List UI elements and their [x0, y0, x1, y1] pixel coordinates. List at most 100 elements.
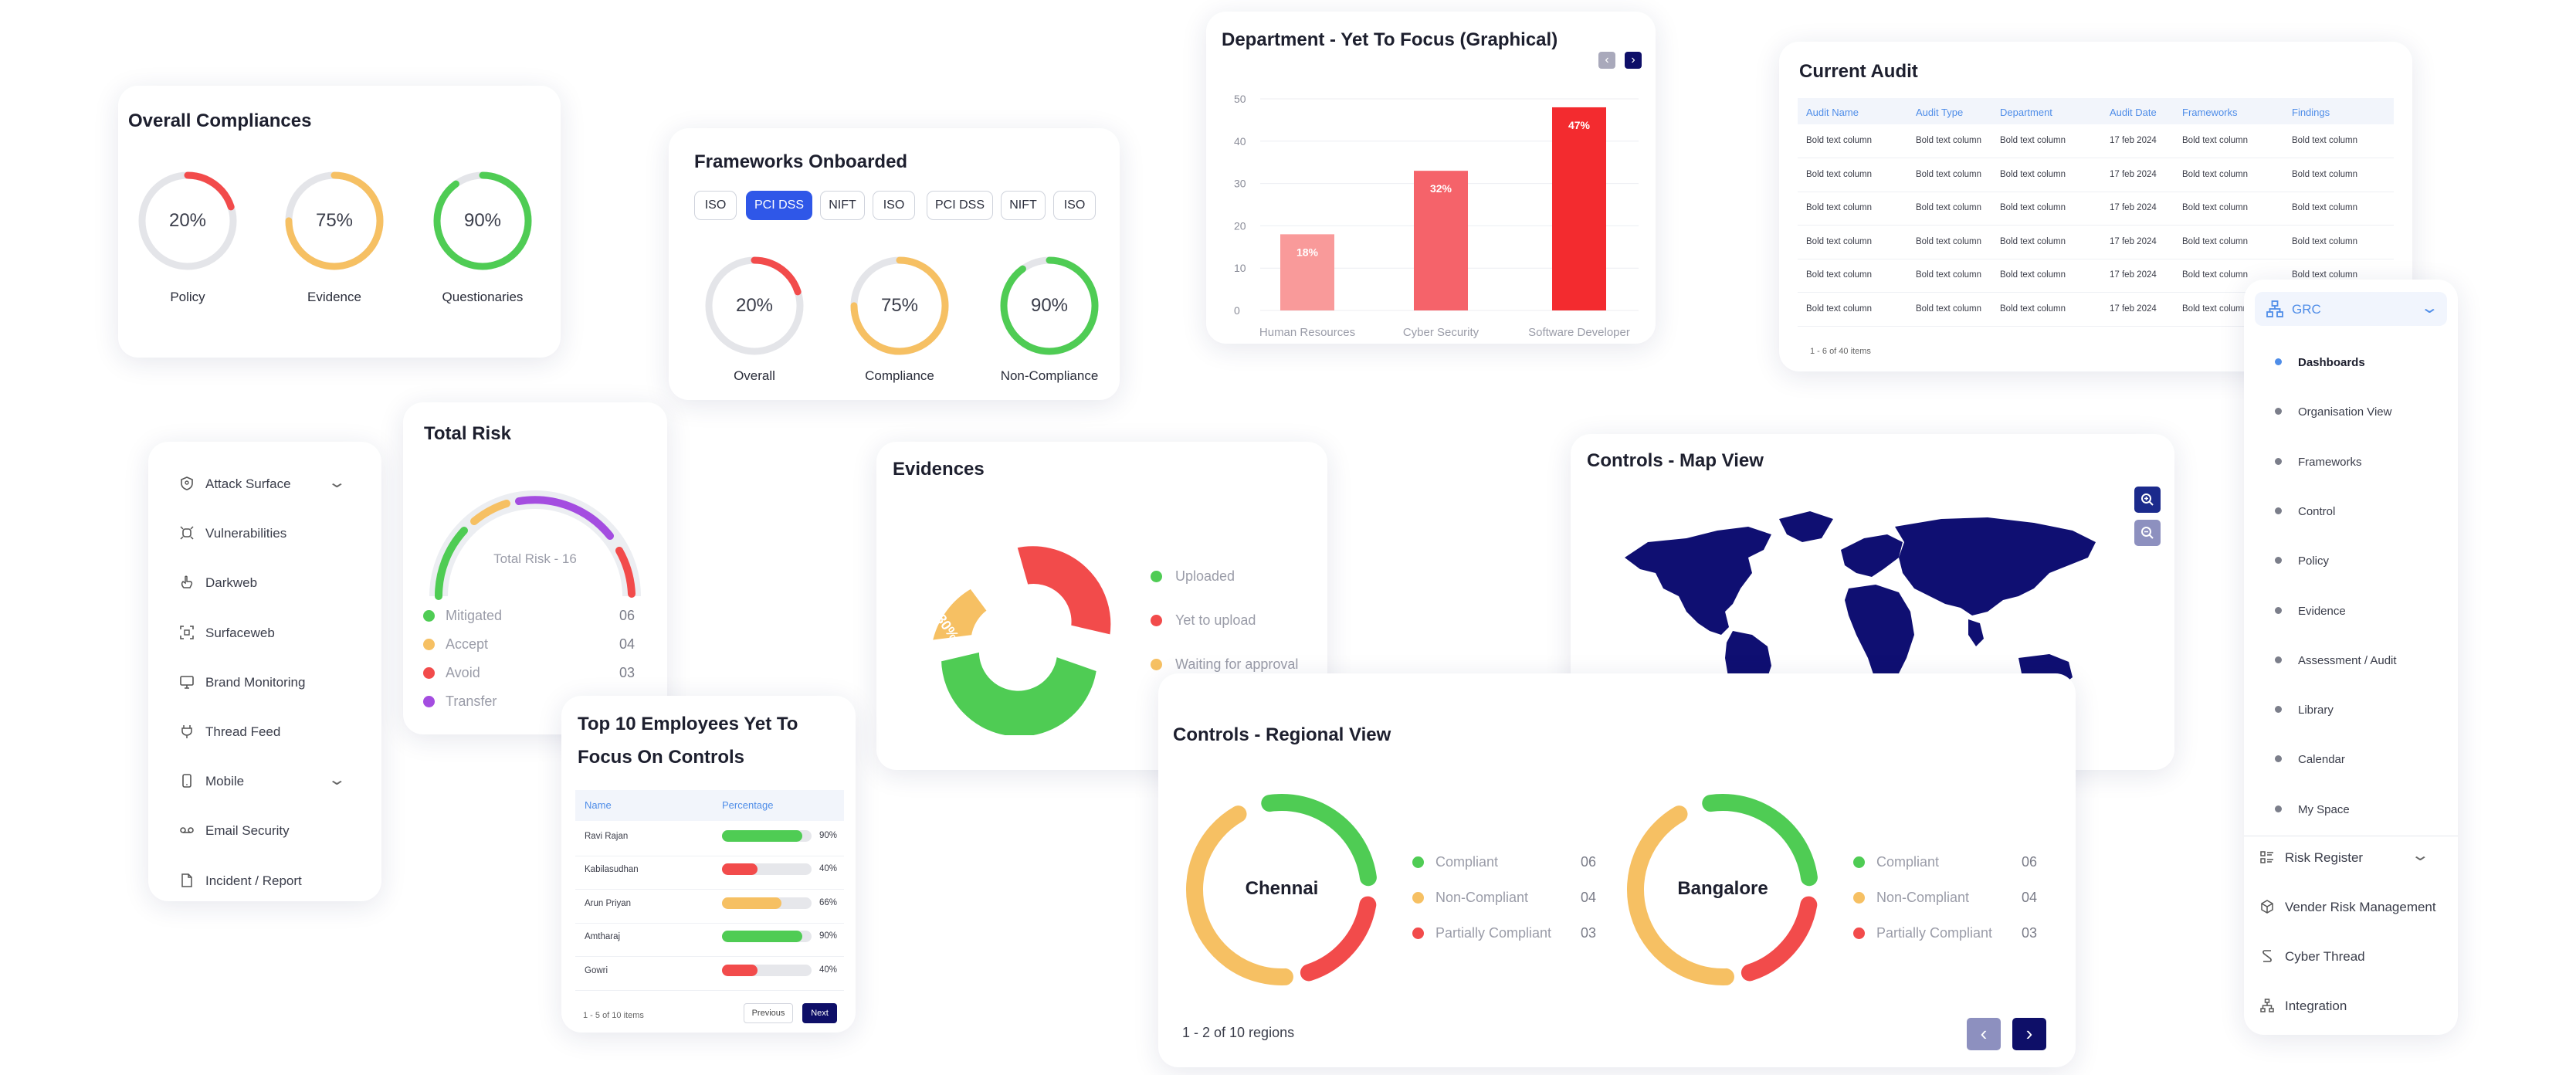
table-row[interactable] — [1798, 125, 2394, 158]
audit-cell: Bold text column — [1916, 236, 1982, 246]
regional-view-title: Controls - Regional View — [1173, 724, 1391, 745]
framework-chip-iso[interactable]: ISO — [694, 191, 737, 220]
table-row[interactable] — [1798, 159, 2394, 192]
table-row[interactable] — [575, 958, 844, 991]
grc-item-library[interactable]: Library — [2275, 700, 2445, 721]
grc-item-dashboards[interactable]: Dashboards — [2275, 352, 2445, 374]
framework-gauge-value: 75% — [880, 295, 919, 316]
audit-cell: Bold text column — [2292, 203, 2358, 212]
framework-chip-nift[interactable]: NIFT — [820, 191, 865, 220]
grc-item-calendar[interactable]: Calendar — [2275, 749, 2445, 771]
bullet-icon — [2275, 408, 2282, 415]
sidebar-item-cyber-thread[interactable]: Cyber Thread — [2259, 945, 2449, 968]
sidebar-item-surfaceweb[interactable]: Surfaceweb — [179, 622, 357, 646]
table-row[interactable] — [575, 890, 844, 924]
audit-cell: Bold text column — [1916, 270, 1982, 280]
table-row[interactable] — [575, 924, 844, 958]
region-legend-value: 04 — [1581, 890, 1597, 905]
employee-name: Amtharaj — [585, 932, 621, 942]
framework-chip-pci-dss[interactable]: PCI DSS — [746, 191, 812, 220]
donut-segment[interactable] — [1702, 794, 1818, 887]
sidebar-item-vulnerabilities[interactable]: Vulnerabilities — [179, 522, 357, 547]
risk-legend-value: 06 — [619, 608, 636, 623]
chevron-down-icon: ⌄ — [327, 771, 347, 789]
register-icon — [2259, 849, 2275, 865]
grc-item-label: Policy — [2298, 554, 2330, 568]
table-row[interactable] — [1798, 293, 2394, 327]
top-employees-title-2: Focus On Controls — [578, 747, 744, 768]
zoom-in-button[interactable] — [2134, 487, 2161, 513]
evidences-title: Evidences — [893, 459, 985, 480]
framework-chip-iso[interactable]: ISO — [1053, 191, 1096, 220]
regional-prev-button[interactable]: ‹ — [1967, 1018, 2001, 1050]
map-view-title: Controls - Map View — [1587, 450, 1764, 471]
donut-segment[interactable] — [1740, 896, 1818, 982]
employees-pagination-info: 1 - 5 of 10 items — [583, 1011, 644, 1020]
grc-item-assessment-audit[interactable]: Assessment / Audit — [2275, 650, 2445, 672]
legend-dot — [423, 667, 435, 679]
next-button[interactable]: Next — [802, 1003, 837, 1023]
table-row[interactable] — [1798, 192, 2394, 226]
donut-segment[interactable] — [1300, 896, 1377, 982]
framework-gauge-label: Compliance — [865, 368, 934, 383]
sidebar-item-email-security[interactable]: Email Security — [179, 819, 357, 844]
framework-chip-iso[interactable]: ISO — [873, 191, 915, 220]
grc-item-organisation-view[interactable]: Organisation View — [2275, 402, 2445, 423]
frameworks-title: Frameworks Onboarded — [694, 151, 908, 172]
sidebar-item-attack-surface[interactable]: Attack Surface ⌄ — [179, 473, 357, 497]
employee-name: Ravi Rajan — [585, 832, 629, 841]
sidebar-item-label: Thread Feed — [205, 724, 281, 739]
sidebar-item-darkweb[interactable]: Darkweb — [179, 571, 357, 596]
grc-item-label: Frameworks — [2298, 455, 2362, 469]
overall-compliances-title: Overall Compliances — [128, 110, 312, 131]
bar-software-developer[interactable] — [1552, 107, 1606, 310]
region-legend-label: Non-Compliant — [1435, 890, 1529, 905]
grc-item-frameworks[interactable]: Frameworks — [2275, 452, 2445, 473]
previous-button[interactable]: Previous — [744, 1003, 793, 1023]
sidebar-item-mobile[interactable]: Mobile ⌄ — [179, 770, 357, 795]
table-row[interactable] — [575, 823, 844, 856]
grc-item-control[interactable]: Control — [2275, 501, 2445, 523]
chart-next-button[interactable]: › — [1625, 52, 1642, 69]
grc-header[interactable]: GRC ⌄ — [2255, 292, 2447, 326]
sidebar-item-incident-report[interactable]: Incident / Report — [179, 870, 357, 894]
framework-chip-nift[interactable]: NIFT — [1001, 191, 1046, 220]
region-name: Bangalore — [1677, 878, 1768, 899]
sidebar-item-label: Vulnerabilities — [205, 526, 287, 541]
evidence-yet-pct: 60% — [1097, 664, 1125, 680]
audit-header-department: Department — [2000, 107, 2052, 118]
donut-segment[interactable] — [1627, 805, 1734, 985]
progress-fill — [722, 931, 803, 943]
y-tick-label: 0 — [1234, 304, 1240, 317]
grc-item-label: Library — [2298, 704, 2334, 717]
audit-cell: Bold text column — [1806, 304, 1873, 314]
chevron-down-icon: ⌄ — [2410, 847, 2430, 864]
grc-item-policy[interactable]: Policy — [2275, 551, 2445, 572]
donut-segment[interactable] — [1186, 805, 1293, 985]
sidebar-item-brand-monitoring[interactable]: Brand Monitoring — [179, 671, 357, 696]
progress-fill — [722, 964, 758, 976]
sidebar-item-risk-register[interactable]: Risk Register ⌄ — [2259, 846, 2449, 870]
audit-cell: Bold text column — [2292, 236, 2358, 246]
donut-segment[interactable] — [1261, 794, 1377, 887]
framework-chip-pci-dss[interactable]: PCI DSS — [927, 191, 993, 220]
table-row[interactable] — [1798, 226, 2394, 259]
framework-gauge-value: 90% — [1030, 295, 1069, 316]
sidebar-item-label: Attack Surface — [205, 476, 291, 491]
zoom-out-button[interactable] — [2134, 520, 2161, 546]
grc-nav-card: GRC ⌄ Dashboards Organisation View Framewo… — [2244, 280, 2458, 1035]
bar-cyber-security[interactable] — [1414, 171, 1468, 310]
evidence-legend-label: Waiting for approval — [1175, 656, 1299, 672]
bar-human-resources[interactable] — [1280, 234, 1334, 310]
grc-item-evidence[interactable]: Evidence — [2275, 601, 2445, 622]
table-row[interactable] — [1798, 259, 2394, 293]
table-row[interactable] — [575, 856, 844, 890]
chart-prev-button[interactable]: ‹ — [1598, 52, 1615, 69]
regional-next-button[interactable]: › — [2012, 1018, 2046, 1050]
sidebar-item-thread-feed[interactable]: Thread Feed — [179, 721, 357, 745]
audit-cell: Bold text column — [1916, 304, 1982, 314]
audit-cell: Bold text column — [1916, 203, 1982, 212]
sidebar-item-vender-risk-management[interactable]: Vender Risk Management — [2259, 896, 2449, 919]
sidebar-item-integration[interactable]: Integration — [2259, 995, 2449, 1018]
grc-item-my-space[interactable]: My Space — [2275, 799, 2445, 821]
